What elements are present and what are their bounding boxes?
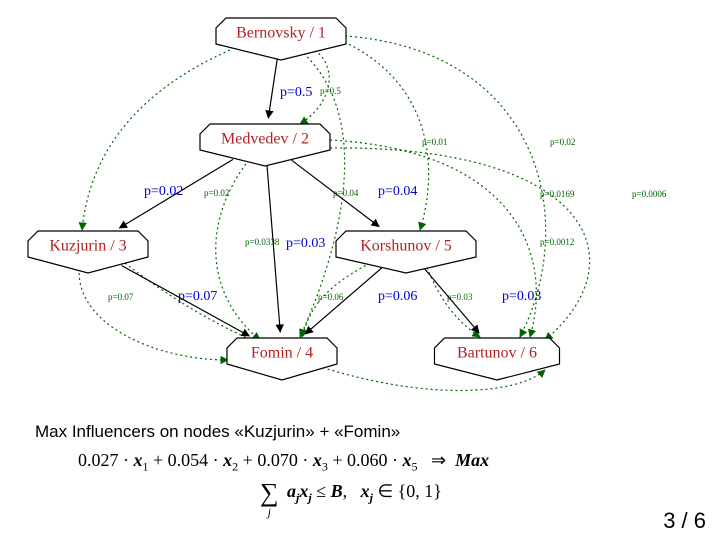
- node-label: Fomin / 4: [251, 345, 313, 362]
- constraint-formula: ∑j ajxj ≤ B, xj ∈ {0, 1}: [260, 478, 442, 508]
- dotted-edge-label: p=0.0006: [632, 189, 667, 199]
- dotted-edge-label: p=0.02: [550, 137, 575, 147]
- dotted-edge-label: p=0.0012: [540, 237, 574, 247]
- node-label: Bartunov / 6: [457, 345, 537, 362]
- edge-n2-n5: [292, 160, 380, 226]
- objective-formula: 0.027 · x1 + 0.054 · x2 + 0.070 · x3 + 0…: [78, 450, 489, 475]
- node-n5: Korshunov / 5: [336, 231, 476, 273]
- edge-n1-n2: [268, 56, 277, 118]
- edge-label: p=0.03: [286, 236, 325, 251]
- node-n2: Medvedev / 2: [200, 124, 330, 166]
- dotted-edge-label: p=0.02: [204, 188, 229, 198]
- page-number: 3 / 6: [663, 508, 706, 534]
- edge-n2-n4: [267, 162, 281, 332]
- caption-text: Max Influencers on nodes «Kuzjurin» + «F…: [35, 422, 400, 442]
- node-label: Bernovsky / 1: [236, 25, 326, 42]
- node-label: Kuzjurin / 3: [49, 238, 126, 255]
- edge-n5-n4: [305, 268, 382, 334]
- dotted-edge-label: p=0.07: [108, 292, 134, 302]
- node-n6: Bartunov / 6: [435, 338, 560, 380]
- node-label: Medvedev / 2: [221, 131, 309, 148]
- edge-label: p=0.5: [280, 85, 312, 100]
- node-n4: Fomin / 4: [227, 338, 337, 380]
- edge-label: p=0.06: [378, 289, 417, 304]
- dotted-edge-label: p=0.01: [422, 137, 447, 147]
- edge-label: p=0.02: [144, 184, 183, 199]
- dotted-edge-n2-n4: [216, 156, 260, 340]
- dotted-edge-label: p=0.04: [333, 188, 359, 198]
- dotted-edge-label: p=0.06: [318, 292, 344, 302]
- edge-label: p=0.07: [178, 289, 217, 304]
- graph-canvas: p=0.5 p=0.02 p=0.04 p=0.01 p=0.02 p=0.0338 p=0…: [0, 0, 726, 410]
- edge-label: p=0.03: [502, 289, 541, 304]
- node-label: Korshunov / 5: [360, 238, 452, 255]
- dotted-edge-n1-n5: [340, 40, 429, 230]
- node-n1: Bernovsky / 1: [216, 18, 346, 60]
- edge-label: p=0.04: [378, 184, 417, 199]
- dotted-edge-label: p=0.0338: [245, 237, 280, 247]
